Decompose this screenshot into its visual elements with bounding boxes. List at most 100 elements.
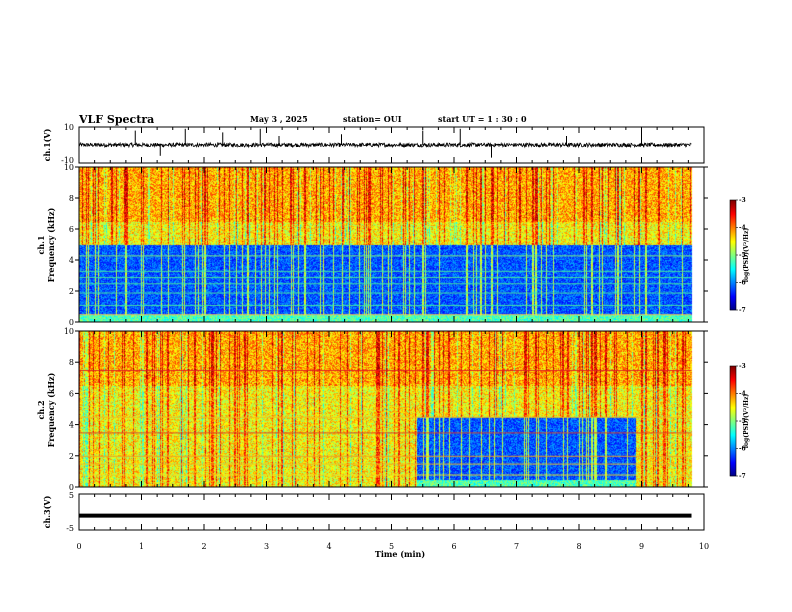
colorbar-strip bbox=[730, 278, 736, 280]
time-tick-label: 1 bbox=[139, 542, 144, 551]
colorbar-strip bbox=[730, 395, 736, 397]
colorbar-strip bbox=[730, 303, 736, 305]
colorbar-strip bbox=[730, 269, 736, 271]
colorbar-strip bbox=[730, 265, 736, 267]
colorbar-strip bbox=[730, 428, 736, 430]
colorbar-strip bbox=[730, 430, 736, 432]
time-tick-label: 10 bbox=[699, 542, 709, 551]
colorbar-strip bbox=[730, 211, 736, 213]
colorbar-strip bbox=[730, 420, 736, 422]
colorbar-tick-label: -3 bbox=[739, 197, 746, 204]
ytick-label: 8 bbox=[69, 358, 74, 367]
colorbar-strip bbox=[730, 448, 736, 450]
colorbar-strip bbox=[730, 432, 736, 434]
colorbar-strip bbox=[730, 225, 736, 227]
colorbar-strip bbox=[730, 469, 736, 471]
colorbar-strip bbox=[730, 239, 736, 241]
colorbar-strip bbox=[730, 301, 736, 303]
ch2-spectrogram-canvas-holder bbox=[79, 331, 704, 487]
colorbar-strip bbox=[730, 397, 736, 399]
ytick-label: 2 bbox=[69, 452, 74, 461]
colorbar-strip bbox=[730, 202, 736, 204]
colorbar-strip bbox=[730, 208, 736, 210]
ch2-spectrogram-panel: 0 2 4 6 8 10 ch.2Frequency (kHz) bbox=[36, 327, 708, 492]
colorbar-strip bbox=[730, 226, 736, 228]
colorbar-strip bbox=[730, 437, 736, 439]
colorbar-strip bbox=[730, 224, 736, 226]
colorbar-strip bbox=[730, 385, 736, 387]
colorbar-strip bbox=[730, 435, 736, 437]
colorbar-strip bbox=[730, 405, 736, 407]
colorbar-strip bbox=[730, 245, 736, 247]
colorbar-strip bbox=[730, 203, 736, 205]
colorbar-strip bbox=[730, 270, 736, 272]
colorbar-strip bbox=[730, 273, 736, 275]
colorbar-strip bbox=[730, 228, 736, 230]
colorbar-strip bbox=[730, 217, 736, 219]
colorbar-strip bbox=[730, 462, 736, 464]
colorbar-strip bbox=[730, 213, 736, 215]
colorbar-strip bbox=[730, 366, 736, 368]
colorbar-strip bbox=[730, 205, 736, 207]
colorbar-strip bbox=[730, 421, 736, 423]
colorbar-strip bbox=[730, 386, 736, 388]
colorbar-strip bbox=[730, 463, 736, 465]
ytick-label: 4 bbox=[69, 256, 74, 265]
colorbar-strip bbox=[730, 406, 736, 408]
colorbar-strip bbox=[730, 393, 736, 395]
colorbar-strip bbox=[730, 266, 736, 268]
colorbar-strip bbox=[730, 261, 736, 263]
colorbar-strip bbox=[730, 274, 736, 276]
colorbar-strip bbox=[730, 250, 736, 252]
colorbar-strip bbox=[730, 429, 736, 431]
colorbar-strip bbox=[730, 246, 736, 248]
colorbar-strip bbox=[730, 443, 736, 445]
colorbar-strip bbox=[730, 444, 736, 446]
colorbar-strip bbox=[730, 290, 736, 292]
colorbar-strip bbox=[730, 436, 736, 438]
colorbar-strip bbox=[730, 368, 736, 370]
colorbar-strip bbox=[730, 233, 736, 235]
ch3-ytick-top: 5 bbox=[69, 491, 74, 500]
colorbar-strip bbox=[730, 268, 736, 270]
colorbar-strip bbox=[730, 388, 736, 390]
colorbar-strip bbox=[730, 404, 736, 406]
colorbar-strip bbox=[730, 257, 736, 259]
colorbar-strip bbox=[730, 218, 736, 220]
colorbar-strip bbox=[730, 452, 736, 454]
colorbar-strip bbox=[730, 474, 736, 476]
colorbar-strip bbox=[730, 243, 736, 245]
colorbar-strip bbox=[730, 231, 736, 233]
colorbar-strip bbox=[730, 307, 736, 309]
colorbar-strip bbox=[730, 461, 736, 463]
colorbar-strip bbox=[730, 447, 736, 449]
colorbar-strip bbox=[730, 229, 736, 231]
colorbar-strip bbox=[730, 425, 736, 427]
colorbar-strip bbox=[730, 399, 736, 401]
time-ticks bbox=[78, 127, 705, 530]
colorbar-label: log(PSD)(V²/Hz) bbox=[743, 394, 750, 449]
colorbar-strip bbox=[730, 384, 736, 386]
time-tick-label: 0 bbox=[76, 542, 81, 551]
ch1-spectrogram-panel: 0 2 4 6 8 10 ch.1Frequency (kHz) bbox=[36, 163, 708, 327]
time-axis: 0 1 2 3 4 5 6 7 8 9 10 bbox=[76, 542, 709, 551]
colorbar-strip bbox=[730, 383, 736, 385]
colorbar-strip bbox=[730, 210, 736, 212]
colorbar-strip bbox=[730, 242, 736, 244]
colorbar-strip bbox=[730, 456, 736, 458]
colorbar-strip bbox=[730, 235, 736, 237]
colorbar-strip bbox=[730, 396, 736, 398]
colorbar-strip bbox=[730, 381, 736, 383]
colorbar-strip bbox=[730, 392, 736, 394]
colorbar-strip bbox=[730, 460, 736, 462]
colorbar-strip bbox=[730, 394, 736, 396]
colorbar-strip bbox=[730, 241, 736, 243]
colorbar-strip bbox=[730, 438, 736, 440]
colorbar-strip bbox=[730, 272, 736, 274]
colorbar-strip bbox=[730, 215, 736, 217]
colorbar-strip bbox=[730, 374, 736, 376]
colorbar-strip bbox=[730, 247, 736, 249]
time-tick-label: 2 bbox=[201, 542, 206, 551]
colorbar-strip bbox=[730, 453, 736, 455]
ch1-spectrogram-ylabel-channel: ch.1Frequency (kHz) bbox=[36, 207, 56, 282]
